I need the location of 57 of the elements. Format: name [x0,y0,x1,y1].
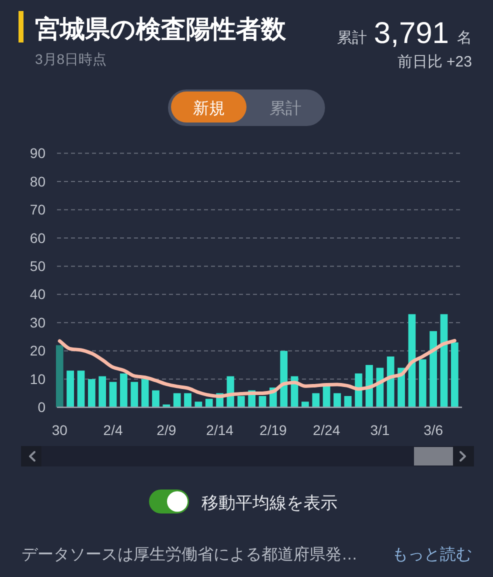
y-tick-label: 70 [30,202,46,218]
x-tick-label: 2/24 [312,422,340,438]
bar [386,356,394,408]
chart-title: 宮城県の検査陽性者数 [35,16,287,44]
x-tick-label: 2/9 [156,422,176,438]
text: 累計 [337,30,367,46]
bar [194,402,202,408]
bar [77,370,85,408]
text: 移動平均線を表示 [202,494,338,512]
y-tick-label: 60 [30,230,46,246]
x-tick-label: 30 [52,422,68,438]
y-tick-label: 80 [30,173,46,190]
x-tick-label: 2/19 [260,422,287,438]
text: データソースは厚生労働省による都道府県発… [22,546,358,564]
x-tick-label: 3/1 [370,422,390,438]
y-tick-label: 0 [38,399,46,416]
bar [173,393,181,408]
bar [450,342,458,408]
y-tick-label: 50 [30,258,46,274]
bar [344,396,352,408]
y-tick-label: 90 [30,145,46,162]
bar [430,331,437,408]
y-tick-label: 20 [30,342,46,359]
bar [418,359,426,408]
x-tick-label: 2/4 [103,422,123,438]
y-tick-label: 10 [30,370,46,387]
y-tick-label: 30 [30,314,46,330]
bar [280,350,288,408]
bar [408,314,416,408]
bar [66,370,74,408]
bar [334,393,341,408]
bar [56,345,64,408]
bar [205,398,213,408]
bar [130,382,138,408]
bar [184,393,192,408]
bar [109,382,117,408]
x-tick-label: 2/14 [206,422,234,438]
text: もっと読む [392,546,472,564]
bar [440,314,448,408]
bar [152,390,160,408]
y-tick-label: 40 [30,286,46,302]
bar [312,393,320,408]
x-tick-label: 3/6 [424,422,444,438]
text: 累計 [270,99,302,118]
bar [302,402,309,408]
text: 新規 [193,99,225,118]
text: 3,791 [374,16,449,50]
bar [237,396,245,408]
chart-subtitle: 3月8日時点 [35,51,107,67]
bar [366,364,373,408]
text: 名 [457,30,472,46]
bar [120,373,128,408]
line-series [58,338,456,398]
text: 前日比 +23 [397,54,472,70]
bar [141,379,149,408]
bar [98,376,106,408]
bar [88,379,96,408]
